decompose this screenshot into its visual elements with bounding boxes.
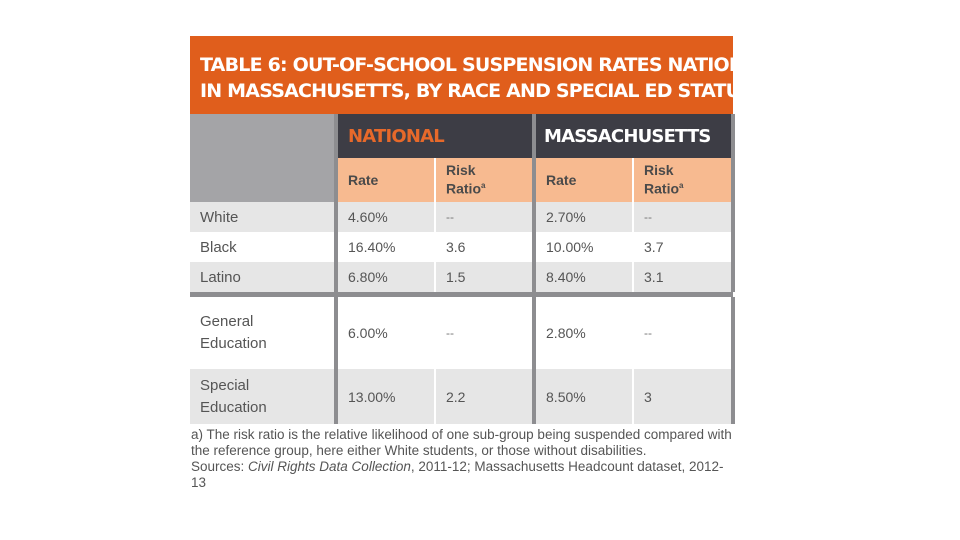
table-row-special-education: Special Education 13.00% 2.2 8.50% 3 xyxy=(190,369,736,424)
col-header-ma-risk-ratio: Risk Ratioa xyxy=(633,158,736,202)
ma-rate: 8.50% xyxy=(532,369,635,424)
table-figure: TABLE 6: OUT-OF-SCHOOL SUSPENSION RATES … xyxy=(190,36,841,491)
suspension-table: NATIONAL MASSACHUSETTS Rate Risk Ratioa R… xyxy=(190,114,736,424)
sources-note: Sources: Civil Rights Data Collection, 2… xyxy=(191,459,724,490)
ma-risk-ratio: -- xyxy=(633,202,736,232)
row-label: Latino xyxy=(190,262,338,292)
row-label: White xyxy=(190,202,338,232)
table-title-line-1: TABLE 6: OUT-OF-SCHOOL SUSPENSION RATES … xyxy=(200,54,841,76)
col-header-national-rate: Rate xyxy=(336,158,436,202)
section-divider xyxy=(190,292,734,297)
row-label: General Education xyxy=(190,297,338,369)
national-rate: 6.00% xyxy=(336,297,436,369)
group-header-massachusetts: MASSACHUSETTS xyxy=(532,114,736,158)
ma-risk-ratio: -- xyxy=(633,297,736,369)
table-row-white: White 4.60% -- 2.70% -- xyxy=(190,202,736,232)
col-header-ma-rate: Rate xyxy=(532,158,635,202)
national-rate: 13.00% xyxy=(336,369,436,424)
national-risk-ratio: 2.2 xyxy=(435,369,536,424)
national-risk-ratio: 1.5 xyxy=(435,262,536,292)
table-notes: a) The risk ratio is the relative likeli… xyxy=(190,427,733,491)
row-label: Black xyxy=(190,232,338,262)
ma-rate: 2.80% xyxy=(532,297,635,369)
table-title-line-2: IN MASSACHUSETTS, BY RACE AND SPECIAL ED… xyxy=(200,80,754,102)
ma-rate: 10.00% xyxy=(532,232,635,262)
national-rate: 4.60% xyxy=(336,202,436,232)
group-header-national: NATIONAL xyxy=(336,114,535,158)
col-header-national-risk-ratio: Risk Ratioa xyxy=(435,158,536,202)
national-risk-ratio: -- xyxy=(435,202,536,232)
row-label: Special Education xyxy=(190,369,338,424)
ma-risk-ratio: 3.1 xyxy=(633,262,736,292)
header-corner xyxy=(190,114,338,202)
national-rate: 16.40% xyxy=(336,232,436,262)
table-row-general-education: General Education 6.00% -- 2.80% -- xyxy=(190,297,736,369)
ma-rate: 2.70% xyxy=(532,202,635,232)
footnote-risk-ratio: a) The risk ratio is the relative likeli… xyxy=(191,427,732,458)
table-title: TABLE 6: OUT-OF-SCHOOL SUSPENSION RATES … xyxy=(190,36,841,114)
ma-risk-ratio: 3 xyxy=(633,369,736,424)
ma-risk-ratio: 3.7 xyxy=(633,232,736,262)
ma-rate: 8.40% xyxy=(532,262,635,292)
national-risk-ratio: -- xyxy=(435,297,536,369)
table-row-latino: Latino 6.80% 1.5 8.40% 3.1 xyxy=(190,262,736,292)
national-risk-ratio: 3.6 xyxy=(435,232,536,262)
national-rate: 6.80% xyxy=(336,262,436,292)
table-row-black: Black 16.40% 3.6 10.00% 3.7 xyxy=(190,232,736,262)
